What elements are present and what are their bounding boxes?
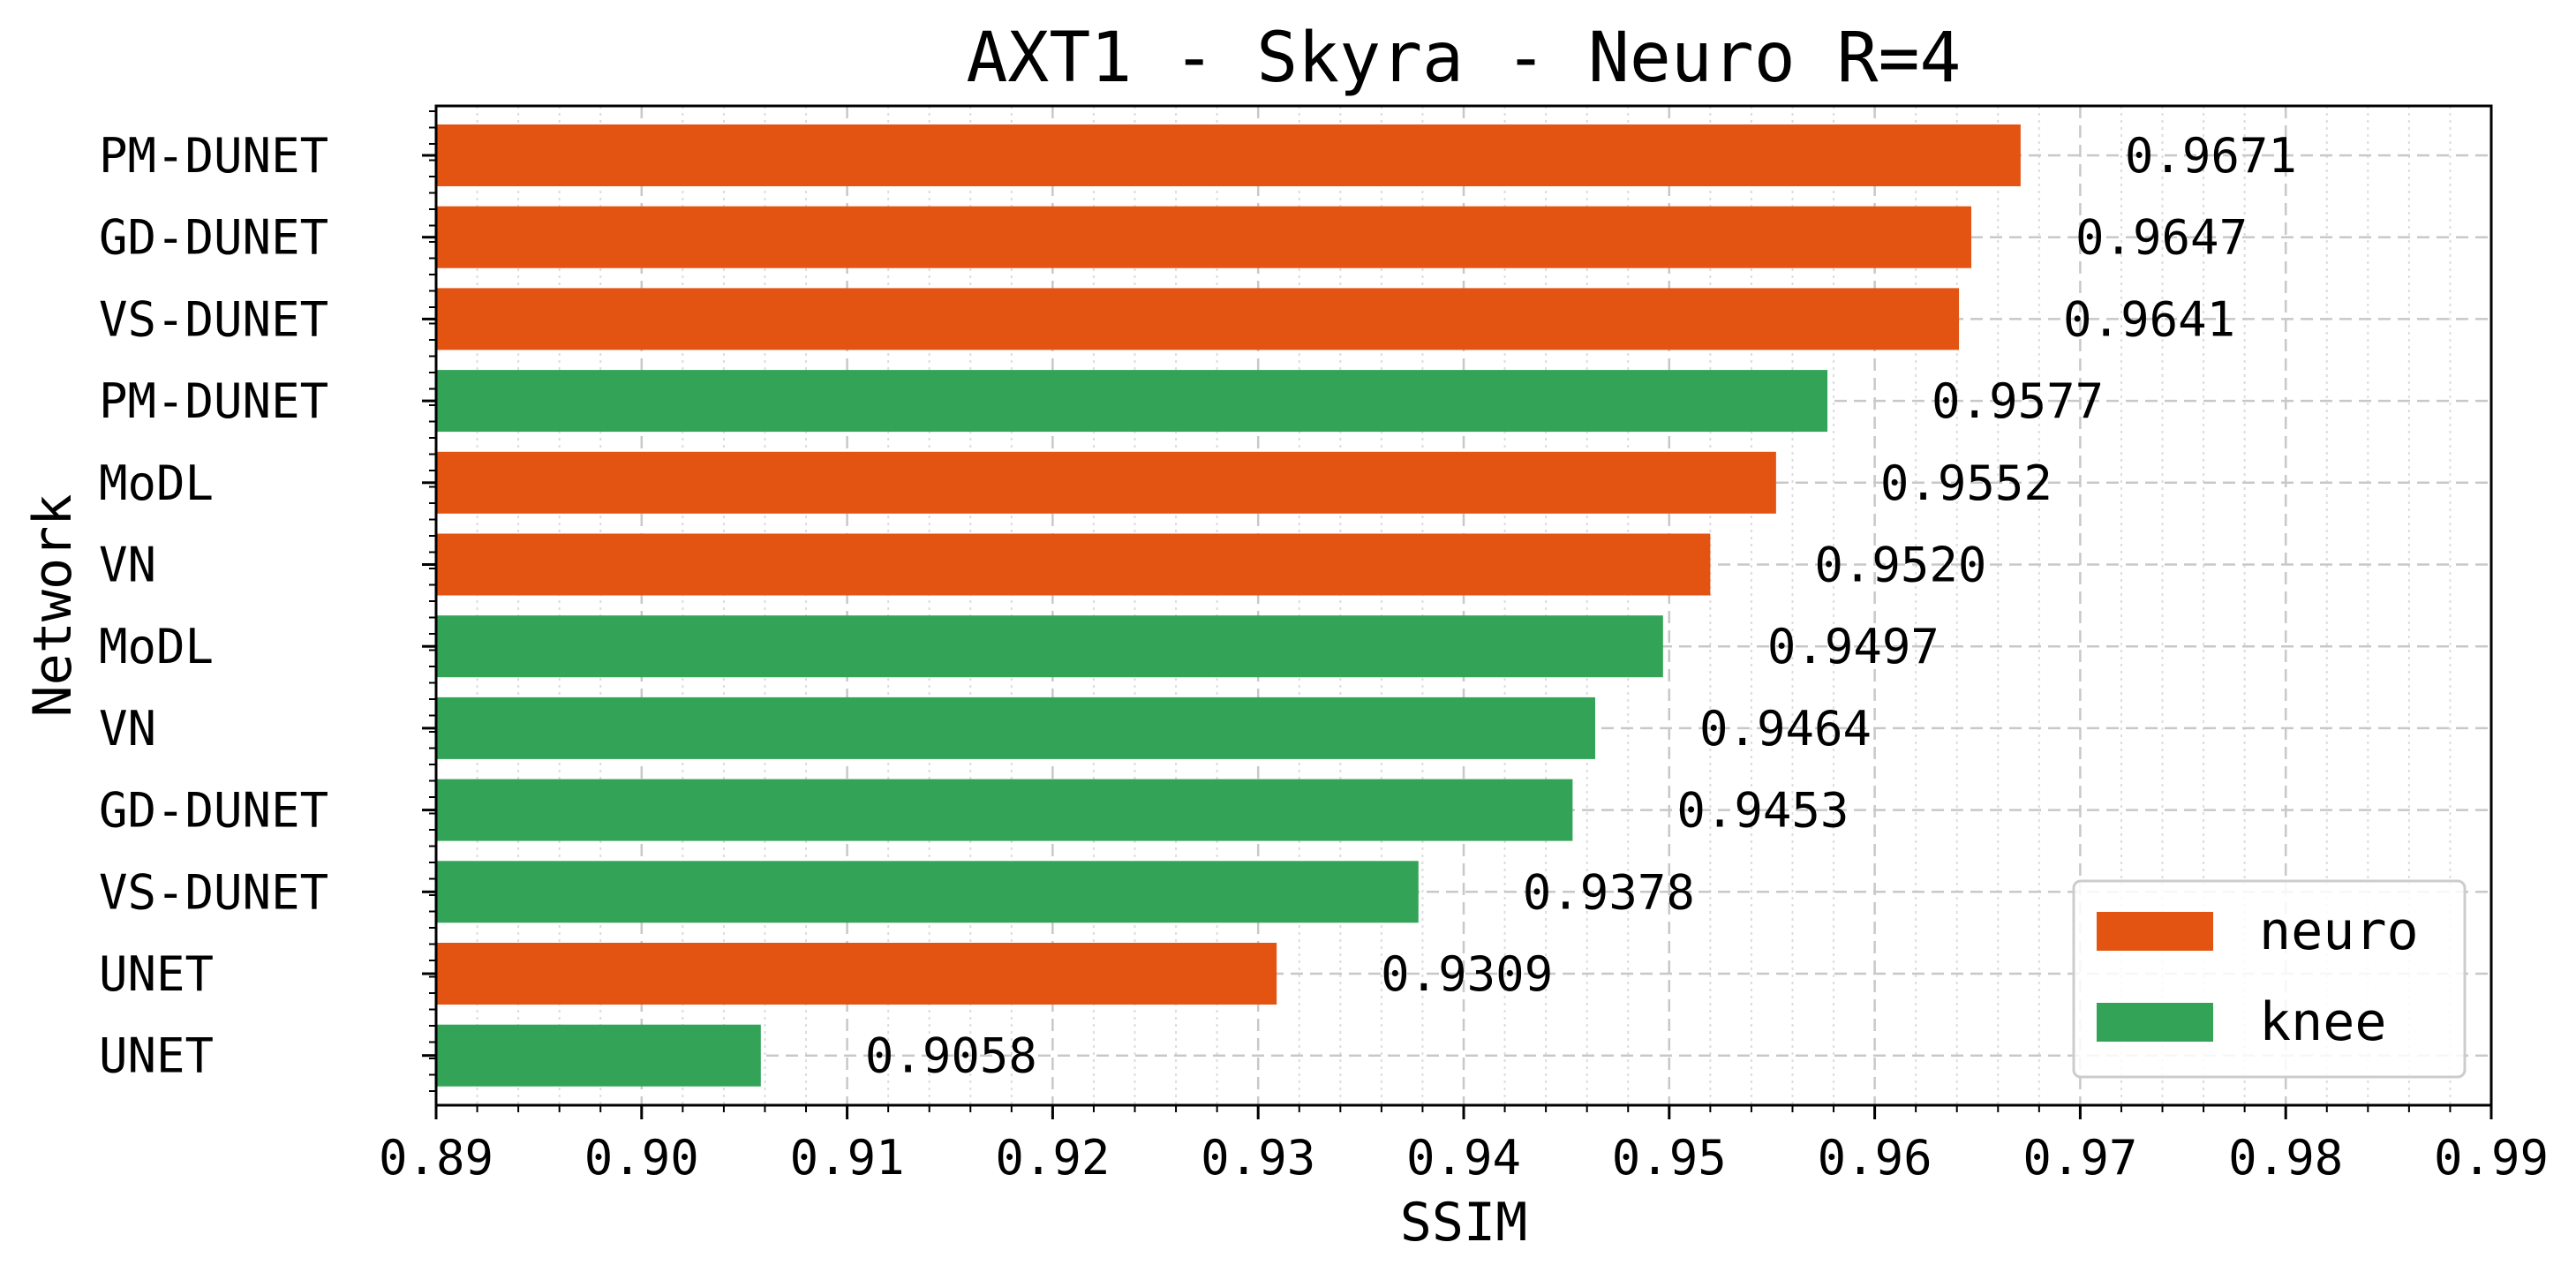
bar-neuro-modl <box>436 451 1776 514</box>
bar-knee-gd-dunet <box>436 779 1573 841</box>
chart-title: AXT1 - Skyra - Neuro R=4 <box>966 19 1961 98</box>
bar-neuro-vs-dunet <box>436 288 1960 350</box>
bar-value-label: 0.9671 <box>2125 128 2297 184</box>
legend-label-neuro: neuro <box>2259 900 2419 962</box>
legend-label-knee: knee <box>2259 991 2387 1053</box>
x-tick-label: 0.97 <box>2022 1130 2137 1186</box>
y-tick-label: UNET <box>99 1028 214 1084</box>
x-tick-label: 0.90 <box>584 1130 699 1186</box>
x-tick-label: 0.91 <box>790 1130 905 1186</box>
bar-value-label: 0.9520 <box>1814 538 1986 593</box>
bar-value-label: 0.9309 <box>1381 946 1553 1002</box>
bar-knee-modl <box>436 615 1663 678</box>
bar-knee-vs-dunet <box>436 861 1419 923</box>
bar-value-label: 0.9058 <box>865 1028 1037 1084</box>
x-axis-label: SSIM <box>1400 1192 1528 1254</box>
bar-knee-vn <box>436 696 1595 759</box>
x-tick-label: 0.94 <box>1406 1130 1521 1186</box>
y-tick-label: MoDL <box>99 456 214 511</box>
x-tick-label: 0.95 <box>1612 1130 1727 1186</box>
x-tick-label: 0.96 <box>1818 1130 1932 1186</box>
y-tick-label: VS-DUNET <box>99 291 328 347</box>
bar-value-label: 0.9453 <box>1676 783 1849 839</box>
y-tick-label: GD-DUNET <box>99 783 328 839</box>
x-tick-label: 0.89 <box>379 1130 493 1186</box>
bar-neuro-gd-dunet <box>436 206 1972 268</box>
bar-neuro-unet <box>436 943 1277 1005</box>
legend-swatch-knee <box>2097 1003 2213 1042</box>
y-tick-label: PM-DUNET <box>99 373 328 429</box>
legend-swatch-neuro <box>2097 912 2213 951</box>
y-tick-label: PM-DUNET <box>99 128 328 184</box>
y-axis-label: Network <box>22 494 84 718</box>
bar-knee-unet <box>436 1024 761 1087</box>
bar-value-label: 0.9464 <box>1699 701 1872 757</box>
bar-value-label: 0.9577 <box>1932 373 2104 429</box>
plot-frame <box>434 104 2493 1107</box>
x-tick-label: 0.99 <box>2434 1130 2549 1186</box>
bar-value-label: 0.9647 <box>2075 210 2248 266</box>
y-tick-label: UNET <box>99 946 214 1002</box>
axis-ticks: 0.89 0.90 0.91 0.92 0.93 0.94 0.95 0.96 0.97 0.98… <box>99 110 2549 1186</box>
bar-neuro-pm-dunet <box>436 124 2021 186</box>
bar-value-label: 0.9497 <box>1767 619 1940 674</box>
y-tick-label: GD-DUNET <box>99 210 328 266</box>
bar-value-label: 0.9378 <box>1523 864 1695 920</box>
x-tick-label: 0.98 <box>2228 1130 2343 1186</box>
y-tick-label: MoDL <box>99 619 214 674</box>
bar-neuro-vn <box>436 533 1711 596</box>
bar-value-label: 0.9641 <box>2063 291 2235 347</box>
y-tick-label: VN <box>99 538 156 593</box>
x-tick-label: 0.92 <box>995 1130 1110 1186</box>
bars <box>436 124 2021 1087</box>
y-tick-label: VS-DUNET <box>99 864 328 920</box>
x-tick-label: 0.93 <box>1201 1130 1315 1186</box>
bar-value-label: 0.9552 <box>1880 456 2053 511</box>
y-tick-label: VN <box>99 701 156 757</box>
legend: neuro knee <box>2072 879 2467 1079</box>
bar-knee-pm-dunet <box>436 370 1828 433</box>
data-labels: 0.9671 0.9647 0.9641 0.9577 0.9552 0.9520 0.94… <box>865 128 2297 1084</box>
